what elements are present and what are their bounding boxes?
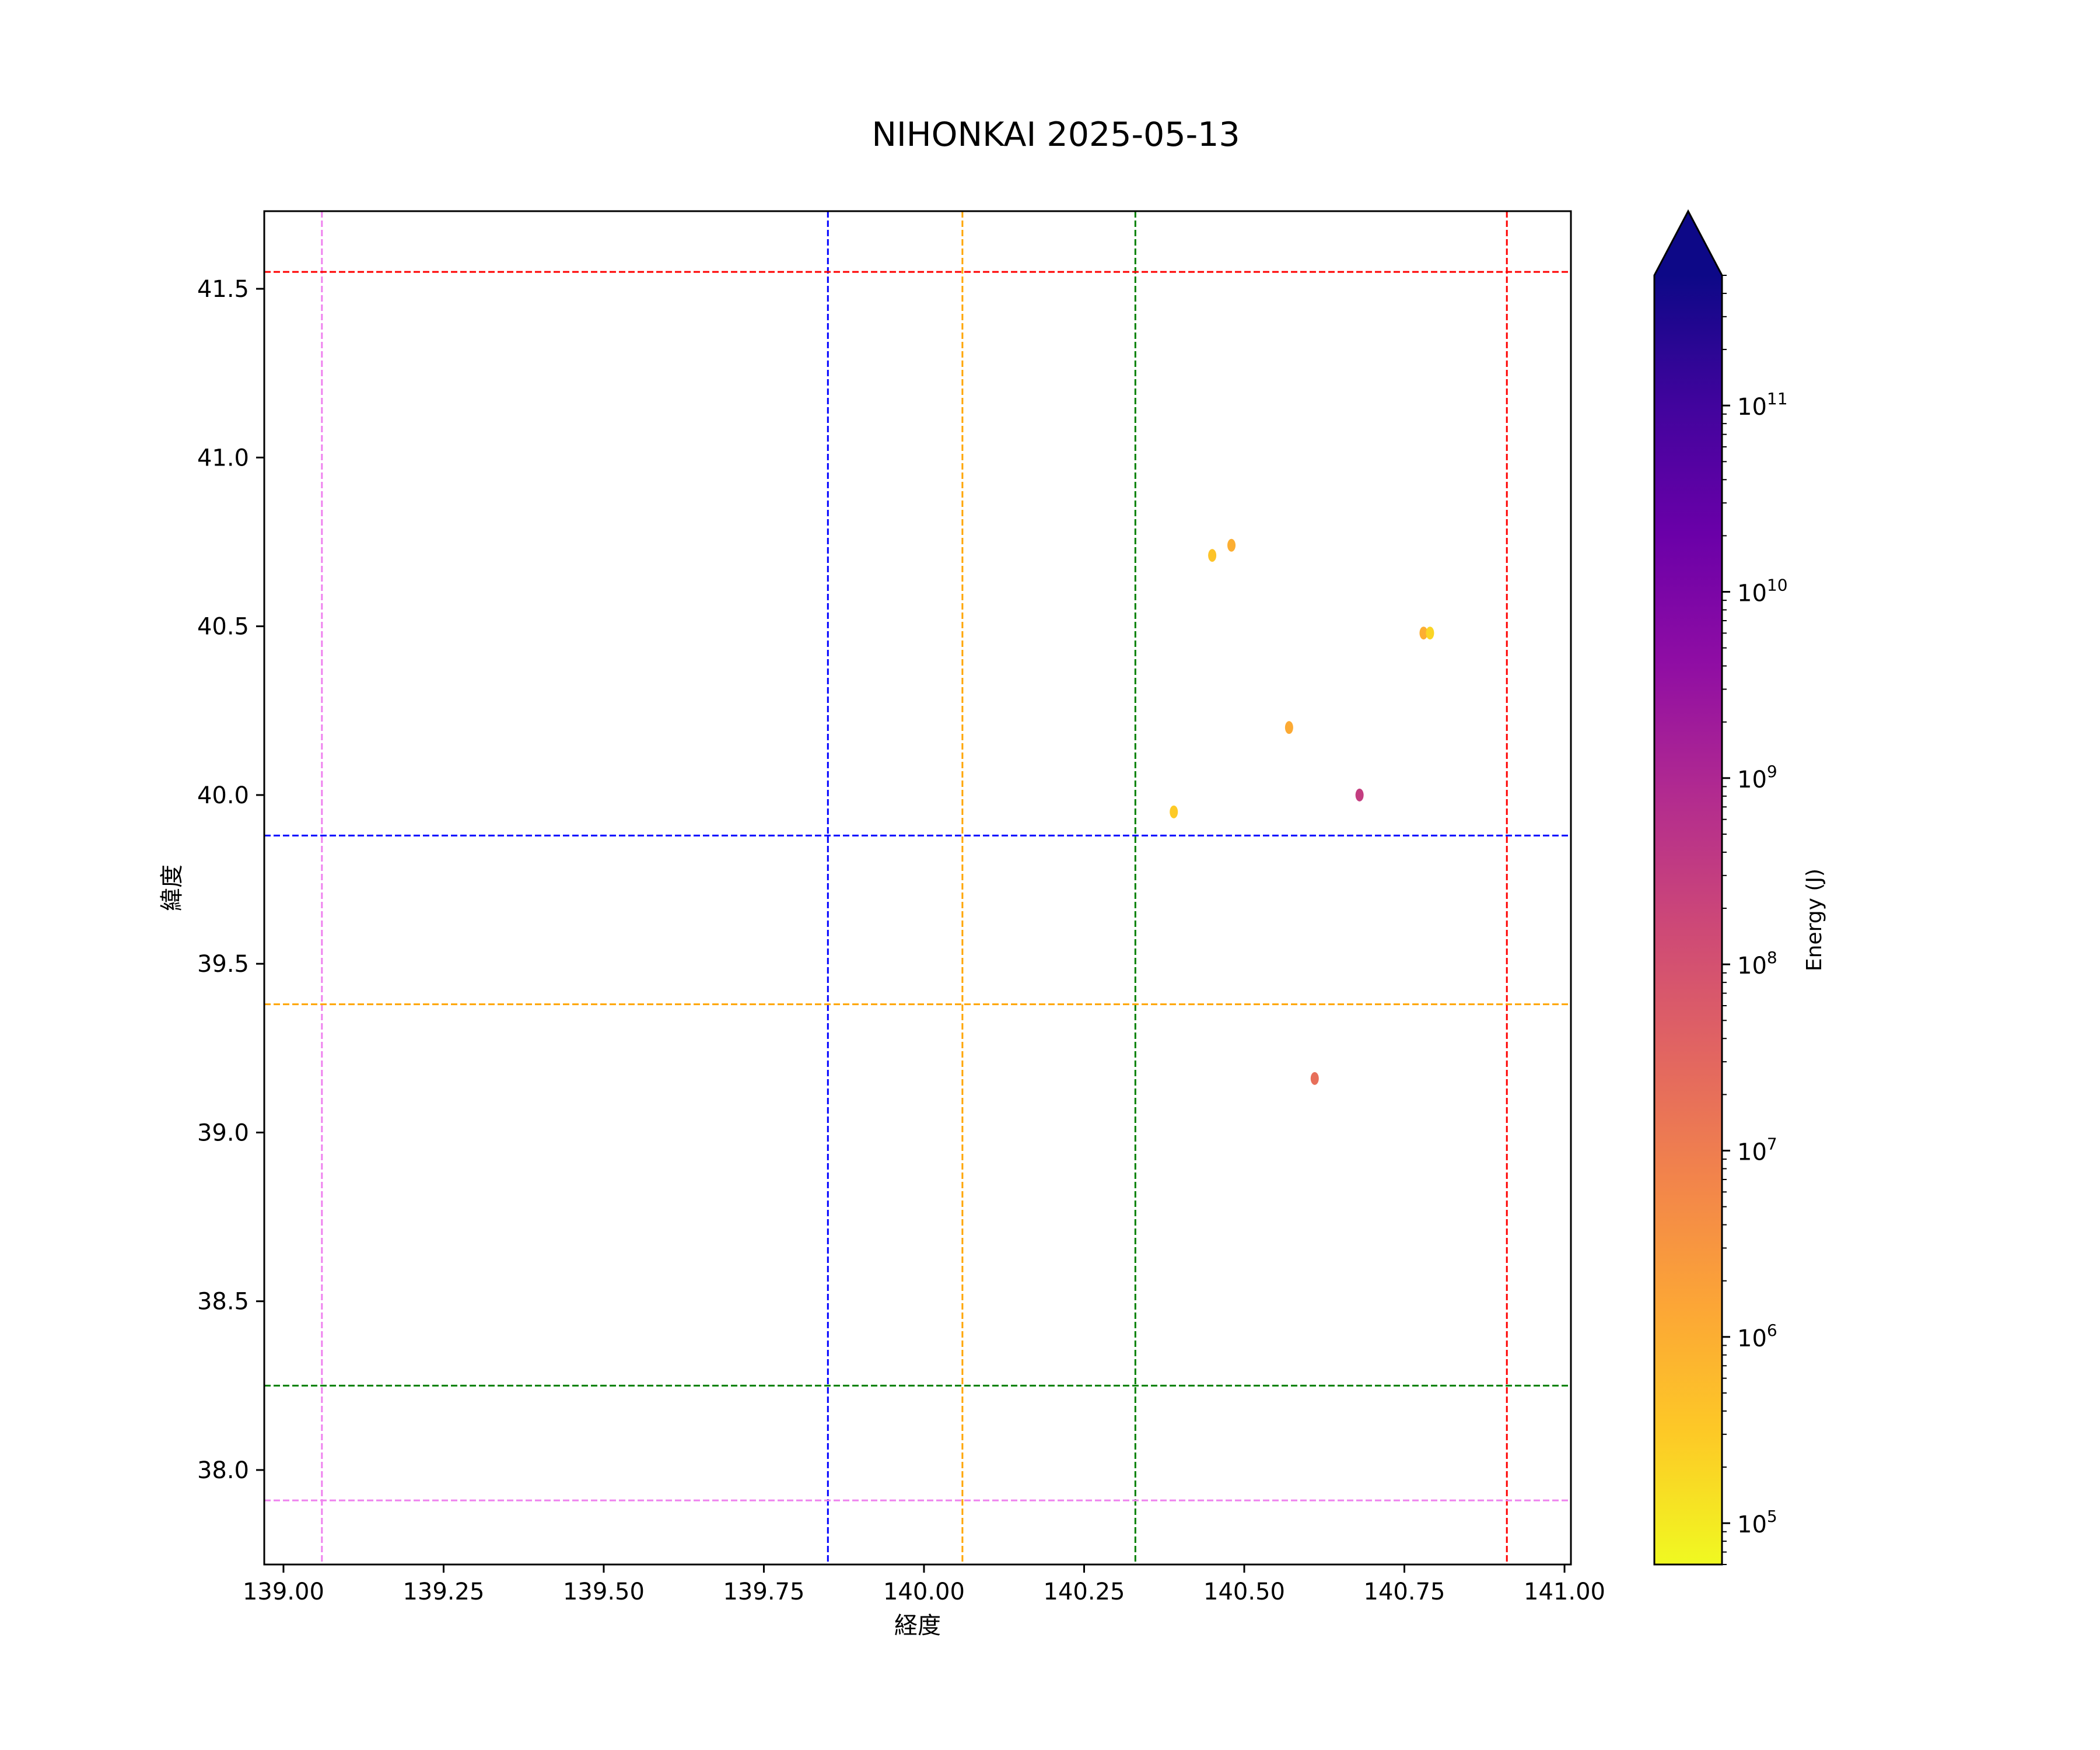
colorbar-tick-label: 1010: [1737, 576, 1788, 607]
data-point-2: [1419, 626, 1428, 640]
x-tick-label: 141.00: [1524, 1578, 1605, 1605]
x-tick-label: 139.75: [723, 1578, 804, 1605]
data-point-4: [1284, 721, 1293, 734]
data-point-6: [1355, 788, 1364, 802]
y-tick-label: 41.0: [197, 444, 249, 471]
data-points: [1170, 538, 1434, 1085]
colorbar-label: Energy (J): [1803, 869, 1826, 971]
data-point-3: [1426, 626, 1434, 640]
y-tick-label: 38.0: [197, 1457, 249, 1484]
colorbar-tick-label: 108: [1737, 948, 1777, 979]
x-tick-label: 140.50: [1203, 1578, 1285, 1605]
chart-title: NIHONKAI 2025-05-13: [872, 116, 1240, 154]
y-axis-ticks: 38.0 38.5 39.0 39.5 40.0 40.5 41.0 41.5: [197, 276, 264, 1484]
x-tick-label: 140.25: [1044, 1578, 1125, 1605]
data-point-7: [1310, 1072, 1319, 1085]
y-tick-label: 38.5: [197, 1289, 249, 1315]
colorbar-tick-label: 107: [1737, 1135, 1777, 1166]
plot-frame: [263, 210, 1572, 1566]
x-tick-label: 140.00: [883, 1578, 965, 1605]
colorbar-outline: [1653, 209, 1723, 1566]
x-tick-label: 139.25: [402, 1578, 484, 1605]
y-tick-label: 39.5: [197, 951, 249, 978]
colorbar-extend-arrow: [1654, 211, 1722, 275]
reference-lines: [264, 211, 1571, 1564]
colorbar-tick-label: 106: [1737, 1321, 1777, 1352]
x-tick-label: 139.50: [563, 1578, 645, 1605]
x-tick-label: 140.75: [1364, 1578, 1446, 1605]
data-point-1: [1227, 538, 1236, 552]
colorbar-tick-label: 105: [1737, 1507, 1777, 1538]
x-axis-ticks: 139.00 139.25 139.50 139.75 140.00 140.25 140.…: [243, 1564, 1605, 1605]
colorbar-ticks: 105 106 107 108 109 1010 1011: [1722, 275, 1788, 1565]
y-tick-label: 39.0: [197, 1119, 249, 1146]
colorbar: [1654, 275, 1722, 1564]
y-axis-label: 緯度: [159, 864, 186, 911]
colorbar-tick-label: 109: [1737, 762, 1777, 793]
y-tick-label: 40.0: [197, 782, 249, 809]
data-point-0: [1208, 549, 1217, 562]
x-axis-label: 経度: [894, 1612, 941, 1639]
x-tick-label: 139.00: [243, 1578, 324, 1605]
colorbar-tick-label: 1011: [1737, 389, 1788, 421]
y-tick-label: 40.5: [197, 614, 249, 640]
data-point-5: [1170, 805, 1178, 818]
y-tick-label: 41.5: [197, 276, 249, 303]
